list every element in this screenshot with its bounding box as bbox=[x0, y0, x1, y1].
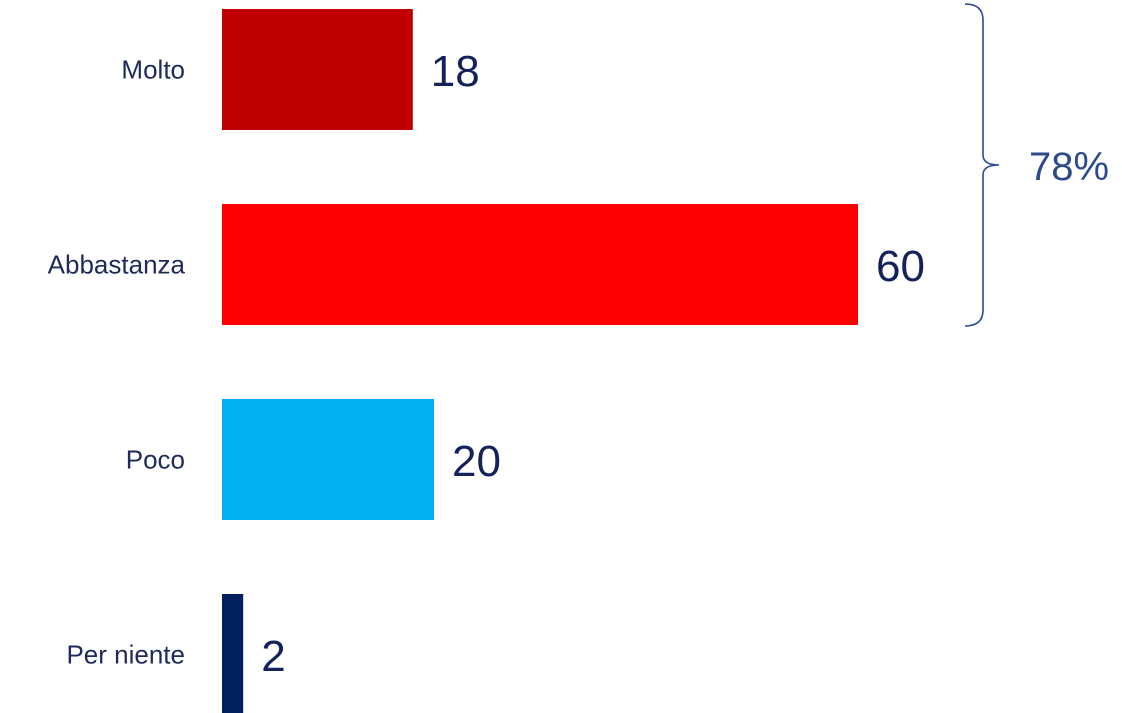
value-label-abbastanza: 60 bbox=[876, 242, 925, 291]
bar-poco bbox=[222, 399, 434, 520]
bars-group bbox=[222, 9, 858, 713]
bar-per-niente bbox=[222, 594, 244, 713]
value-label-poco: 20 bbox=[452, 437, 501, 486]
bar-abbastanza bbox=[222, 204, 858, 325]
category-label-abbastanza: Abbastanza bbox=[48, 250, 186, 280]
value-label-per-niente: 2 bbox=[261, 632, 285, 681]
bar-molto bbox=[222, 9, 413, 130]
category-label-molto: Molto bbox=[121, 55, 185, 85]
value-label-molto: 18 bbox=[431, 47, 480, 96]
category-label-poco: Poco bbox=[126, 445, 185, 475]
bracket-total-label: 78% bbox=[1029, 145, 1109, 189]
value-labels-group: 18 60 20 2 bbox=[261, 47, 925, 681]
category-label-per-niente: Per niente bbox=[66, 640, 185, 670]
bracket-annotation bbox=[964, 3, 1000, 327]
category-labels-group: Molto Abbastanza Poco Per niente bbox=[48, 55, 186, 670]
